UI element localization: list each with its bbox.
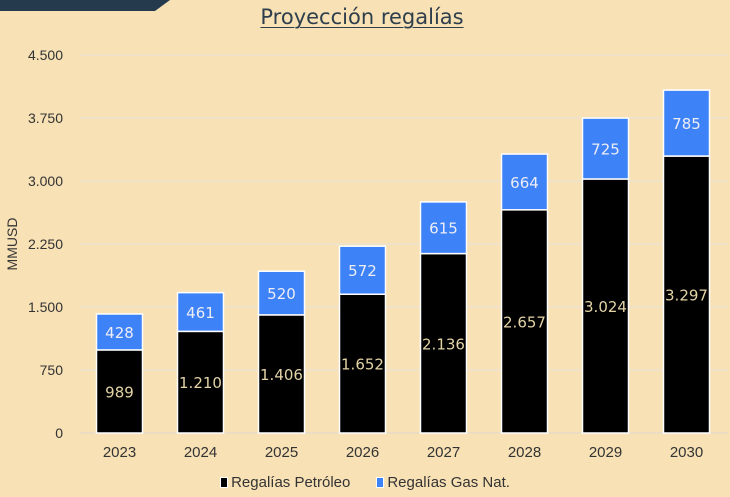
x-tick-label: 2025: [265, 444, 298, 461]
bar-segment-gas: [257, 270, 306, 316]
stacked-bar-chart: 0 750 1.500 2.250 3.000 3.750 4.500 MMUSD 989 428…: [4, 47, 728, 461]
bar-segment-petroleo: [581, 178, 630, 434]
data-label-gas: 572: [348, 262, 377, 280]
bar-segment-gas: [500, 153, 549, 211]
x-tick-label: 2027: [427, 444, 460, 461]
bar-segment-gas: [176, 291, 225, 333]
data-label-gas: 615: [429, 220, 458, 238]
y-tick-label: 3.000: [28, 173, 63, 189]
bar-segment-gas: [662, 89, 711, 157]
y-axis-label: MMUSD: [4, 218, 20, 271]
data-label-petroleo: 1.210: [179, 374, 222, 392]
bar-segment-gas: [95, 313, 144, 351]
data-label-gas: 785: [672, 115, 701, 133]
x-tick-label: 2023: [103, 444, 136, 461]
data-label-petroleo: 2.136: [422, 335, 465, 353]
legend-label-gas: Regalías Gas Nat.: [387, 474, 510, 491]
data-label-petroleo: 3.297: [665, 287, 708, 305]
data-label-gas: 664: [510, 174, 539, 192]
bar-segment-petroleo: [257, 314, 306, 434]
header-banner-shape: [0, 0, 170, 11]
legend-swatch-gas: [376, 477, 385, 488]
data-label-gas: 725: [591, 141, 620, 159]
bar-segment-gas: [581, 117, 630, 180]
legend-swatch-petroleo: [220, 477, 229, 488]
bar-segment-petroleo: [662, 155, 711, 434]
bar-segment-gas: [338, 245, 387, 295]
legend-item-petroleo: Regalías Petróleo: [220, 474, 350, 491]
y-tick-label: 3.750: [28, 110, 63, 126]
data-label-petroleo: 989: [105, 383, 134, 401]
chart-title-wrap: Proyección regalías: [0, 5, 730, 29]
x-tick-label: 2030: [670, 444, 703, 461]
bar-segment-gas: [419, 201, 468, 255]
y-tick-label: 0: [55, 425, 63, 441]
y-tick-label: 1.500: [28, 299, 63, 315]
legend: Regalías Petróleo Regalías Gas Nat.: [0, 474, 730, 491]
bar-segment-petroleo: [500, 209, 549, 434]
data-label-petroleo: 3.024: [584, 298, 627, 316]
bar-segment-petroleo: [338, 293, 387, 434]
bar-segment-petroleo: [176, 330, 225, 434]
bar-segment-petroleo: [95, 349, 144, 434]
y-tick-label: 2.250: [28, 236, 63, 252]
x-tick-label: 2029: [589, 444, 622, 461]
x-tick-label: 2028: [508, 444, 541, 461]
legend-label-petroleo: Regalías Petróleo: [231, 474, 351, 491]
data-label-gas: 461: [186, 304, 215, 322]
y-tick-label: 4.500: [28, 47, 63, 63]
x-tick-label: 2026: [346, 444, 379, 461]
data-label-petroleo: 2.657: [503, 313, 546, 331]
data-label-gas: 428: [105, 324, 134, 342]
bar-segment-petroleo: [419, 252, 468, 434]
legend-item-gas: Regalías Gas Nat.: [376, 474, 510, 491]
y-tick-label: 750: [40, 362, 64, 378]
data-label-gas: 520: [267, 285, 296, 303]
x-tick-label: 2024: [184, 444, 217, 461]
chart-title: Proyección regalías: [260, 5, 464, 29]
data-label-petroleo: 1.406: [260, 366, 303, 384]
data-label-petroleo: 1.652: [341, 356, 384, 374]
